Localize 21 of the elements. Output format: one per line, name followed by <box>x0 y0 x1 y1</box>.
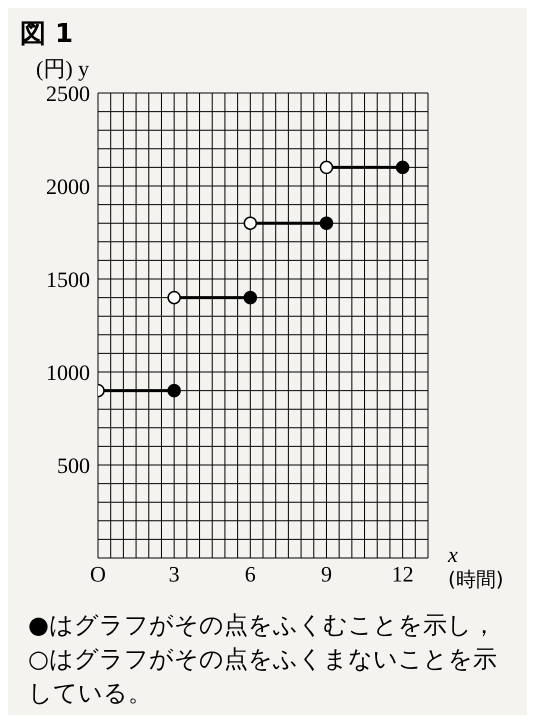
point <box>396 160 410 174</box>
x-tick-label: 6 <box>244 562 256 587</box>
chart-title: 図 1 <box>20 18 74 51</box>
x-tick-label: 3 <box>168 562 180 587</box>
point <box>320 216 334 230</box>
point <box>167 384 181 398</box>
x-tick-label: 12 <box>392 562 414 587</box>
y-tick-label: 2500 <box>46 80 90 106</box>
x-axis-title: x (時間) <box>448 542 504 591</box>
x-tick-label: 9 <box>320 562 332 587</box>
point <box>244 216 258 230</box>
y-tick-label: 1000 <box>46 360 90 385</box>
text: ●はグラフがその点をふくむことを示し，○はグラフがその点をふくまないことを示している。 <box>28 610 498 709</box>
y-tick-label: 2000 <box>46 174 90 199</box>
x-tick-label: O <box>90 562 106 587</box>
point <box>244 290 258 304</box>
point <box>320 160 334 174</box>
y-axis-title: (円) y <box>36 55 90 83</box>
point <box>167 290 181 304</box>
y-tick-label: 1500 <box>46 266 90 292</box>
y-tick-label: 500 <box>57 452 90 478</box>
